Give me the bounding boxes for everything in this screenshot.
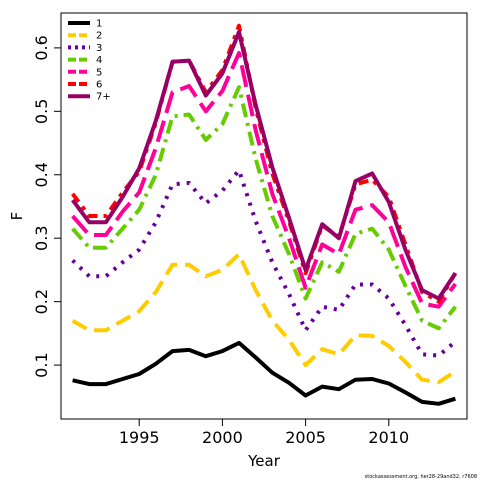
series-line-4	[71, 85, 457, 331]
y-tick-label: 0.2	[32, 289, 51, 314]
x-tick-label: 2005	[285, 428, 326, 447]
series-line-3	[71, 168, 457, 358]
legend-label: 7+	[96, 92, 111, 103]
x-axis-title: Year	[247, 452, 281, 470]
series-line-7plus	[71, 30, 458, 301]
y-tick-label: 0.6	[32, 35, 51, 60]
y-axis-title: F	[8, 212, 26, 221]
y-axis: 0.1 0.2 0.3 0.4 0.5 0.6	[32, 35, 61, 378]
legend-label: 2	[96, 31, 102, 42]
x-tick-label: 2000	[202, 428, 243, 447]
legend-label: 6	[96, 80, 102, 91]
y-tick-label: 0.1	[32, 352, 51, 377]
series-layer	[71, 23, 458, 406]
y-tick-label: 0.3	[32, 225, 51, 250]
x-tick-label: 2010	[368, 428, 409, 447]
y-tick-label: 0.4	[32, 162, 51, 187]
y-tick-label: 0.5	[32, 99, 51, 124]
plot-frame	[60, 12, 468, 420]
legend-label: 5	[96, 67, 102, 78]
series-line-1	[72, 340, 456, 406]
legend-label: 4	[96, 55, 102, 66]
series-line-5	[71, 51, 458, 309]
credit-text: stockassessment.org, her28-29and32, r760…	[365, 474, 477, 480]
x-axis: 1995 2000 2005 2010	[119, 419, 409, 447]
legend-label: 1	[96, 19, 102, 30]
x-tick-label: 1995	[119, 428, 160, 447]
legend-label: 3	[96, 43, 102, 54]
series-line-2	[71, 252, 457, 385]
